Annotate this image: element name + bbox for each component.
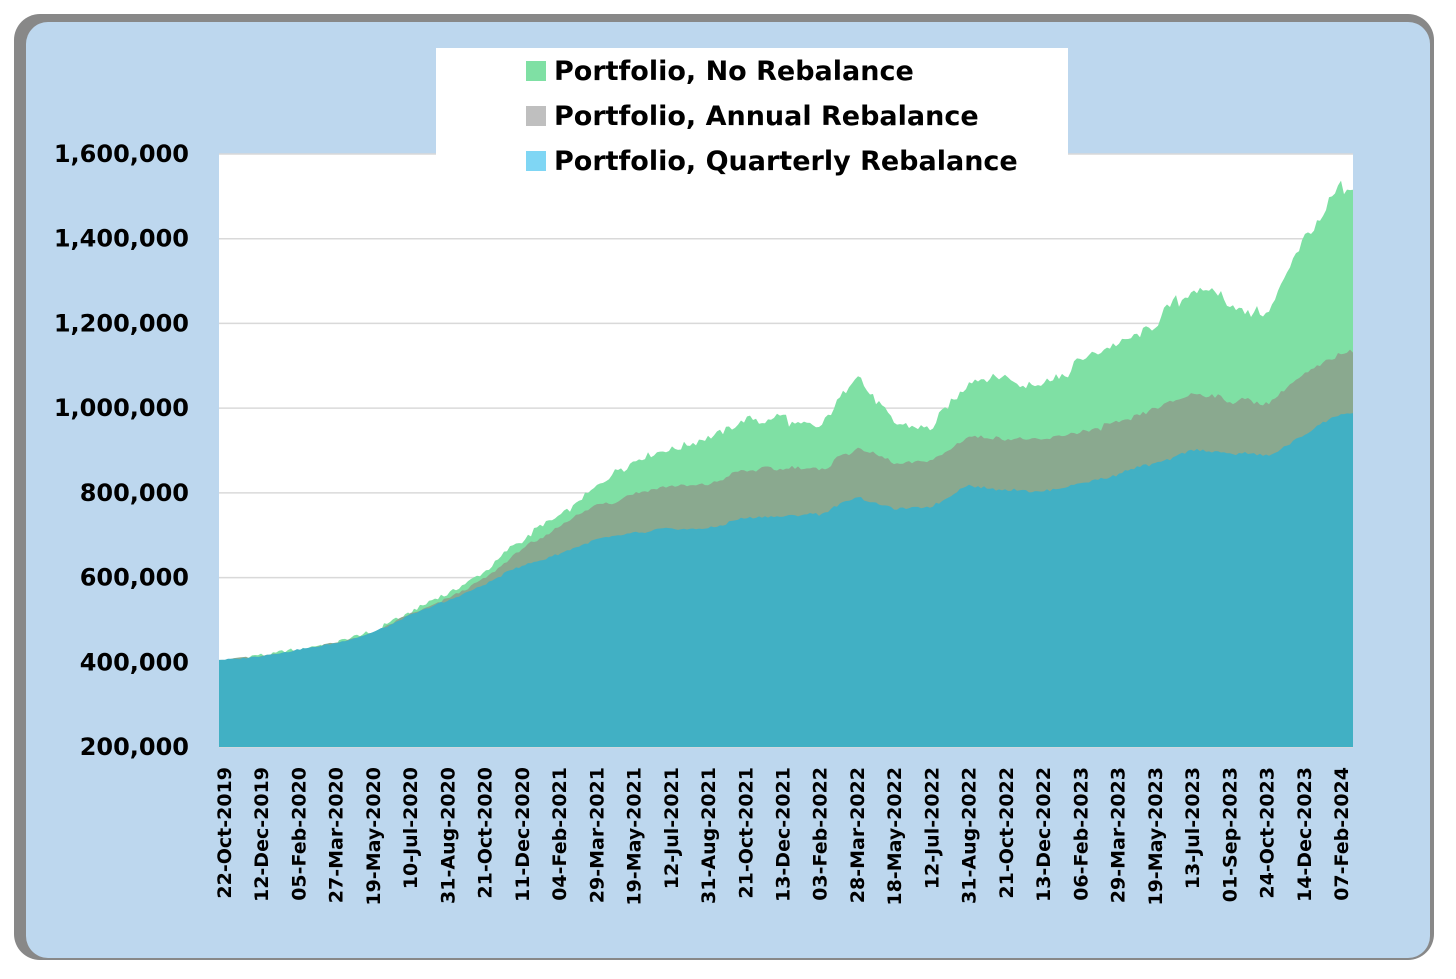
x-tick-label: 12-Dec-2019 [251,767,273,902]
legend-label: Portfolio, Annual Rebalance [554,101,979,132]
x-tick-label: 28-Mar-2022 [847,767,869,903]
x-tick-label: 03-Feb-2022 [810,767,832,901]
x-tick-label: 04-Feb-2021 [549,767,571,901]
x-tick-label: 01-Sep-2023 [1219,767,1241,902]
x-tick-label: 13-Dec-2022 [1033,767,1055,902]
x-tick-label: 07-Feb-2024 [1331,767,1353,901]
x-tick-label: 29-Mar-2023 [1108,767,1130,903]
legend-swatch [526,106,546,126]
x-tick-label: 11-Dec-2020 [512,767,534,902]
chart-svg: 200,000 400,000 600,000 800,000 1,000,000 1,2… [26,22,1430,958]
x-tick-label: 21-Oct-2020 [475,767,497,899]
x-tick-label: 18-May-2022 [884,767,906,906]
legend-swatch [526,151,546,171]
x-tick-label: 19-May-2020 [363,767,385,906]
x-tick-label: 27-Mar-2020 [326,767,348,903]
y-axis-labels: 200,000 400,000 600,000 800,000 1,000,000 1,2… [54,140,189,761]
y-tick-label: 1,000,000 [54,394,189,422]
legend: Portfolio, No Rebalance Portfolio, Annual… [436,48,1068,186]
x-tick-label: 12-Jul-2022 [921,767,943,889]
y-tick-label: 200,000 [80,733,189,761]
x-axis-labels: 22-Oct-2019 12-Dec-2019 05-Feb-2020 27-Mar-… [214,767,1353,906]
x-tick-label: 29-Mar-2021 [586,767,608,903]
x-tick-label: 12-Jul-2021 [661,767,683,889]
x-tick-label: 05-Feb-2020 [288,767,310,901]
x-tick-label: 13-Jul-2023 [1182,767,1204,889]
x-tick-label: 31-Aug-2020 [437,767,459,904]
x-tick-label: 22-Oct-2019 [214,767,236,899]
area-series-3 [219,413,1353,747]
x-tick-label: 21-Oct-2021 [735,767,757,899]
y-tick-label: 800,000 [80,479,189,507]
x-tick-label: 24-Oct-2023 [1257,767,1279,899]
legend-swatch [526,61,546,81]
y-tick-label: 600,000 [80,564,189,592]
legend-label: Portfolio, No Rebalance [554,56,914,87]
chart-panel: 200,000 400,000 600,000 800,000 1,000,000 1,2… [26,22,1430,958]
x-tick-label: 31-Aug-2022 [959,767,981,904]
x-tick-label: 06-Feb-2023 [1070,767,1092,901]
x-tick-label: 13-Dec-2021 [773,767,795,902]
legend-label: Portfolio, Quarterly Rebalance [554,146,1018,177]
y-tick-label: 1,200,000 [54,309,189,337]
x-tick-label: 10-Jul-2020 [400,767,422,889]
x-tick-label: 19-May-2023 [1145,767,1167,906]
x-tick-label: 19-May-2021 [624,767,646,906]
series-areas [219,180,1353,748]
x-tick-label: 21-Oct-2022 [996,767,1018,899]
y-tick-label: 1,600,000 [54,140,189,168]
y-tick-label: 400,000 [80,648,189,676]
y-tick-label: 1,400,000 [54,225,189,253]
x-tick-label: 31-Aug-2021 [698,767,720,904]
x-tick-label: 14-Dec-2023 [1294,767,1316,902]
